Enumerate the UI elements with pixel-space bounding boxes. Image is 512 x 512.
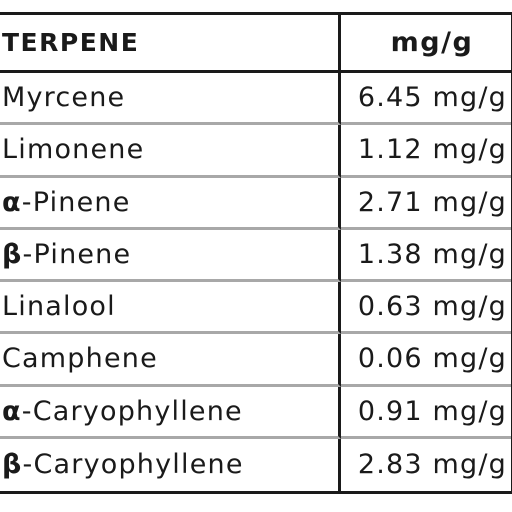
table-row-name: α -Caryophyllene [0, 386, 341, 439]
table-row-name: α -Pinene [0, 177, 341, 230]
greek-prefix: β [2, 449, 23, 481]
table-row-amount: 2.83 mg/g [357, 449, 507, 481]
terpene-name: -Caryophyllene [21, 395, 243, 427]
table-row-name: Limonene [0, 125, 341, 178]
greek-prefix: α [2, 186, 22, 218]
terpene-name: Linalool [2, 291, 116, 323]
table-row-name: β -Pinene [0, 229, 341, 282]
table-row-amount: 1.12 mg/g [341, 125, 511, 178]
table-row-name: Camphene [0, 334, 341, 387]
table-row-amount: 0.06 mg/g [341, 334, 511, 387]
terpene-name: -Caryophyllene [22, 449, 244, 481]
table-row-name: β -Caryophyllene [0, 438, 341, 491]
table-row-amount: 0.91 mg/g [341, 387, 511, 439]
terpene-table: TERPENE mg/g Myrcene 6.45 mg/g Limonene … [0, 12, 512, 494]
terpene-name: -Pinene [22, 238, 132, 270]
terpene-name: Camphene [2, 343, 158, 375]
header-terpene: TERPENE [0, 15, 341, 73]
table-row-amount: 2.71 mg/g [341, 178, 511, 230]
table-row-name: Myrcene [0, 73, 341, 126]
terpene-name: Myrcene [2, 82, 126, 114]
table-row-amount: 1.38 mg/g [341, 230, 511, 282]
terpene-name: -Pinene [21, 186, 131, 218]
greek-prefix: β [2, 238, 23, 270]
header-amount: mg/g [341, 15, 511, 73]
table-row-amount: 6.45 mg/g [341, 73, 511, 126]
greek-prefix: α [2, 395, 22, 427]
table-row-name: Linalool [0, 282, 341, 335]
table-row-amount: 0.63 mg/g [341, 282, 511, 335]
terpene-name: Limonene [2, 134, 145, 166]
